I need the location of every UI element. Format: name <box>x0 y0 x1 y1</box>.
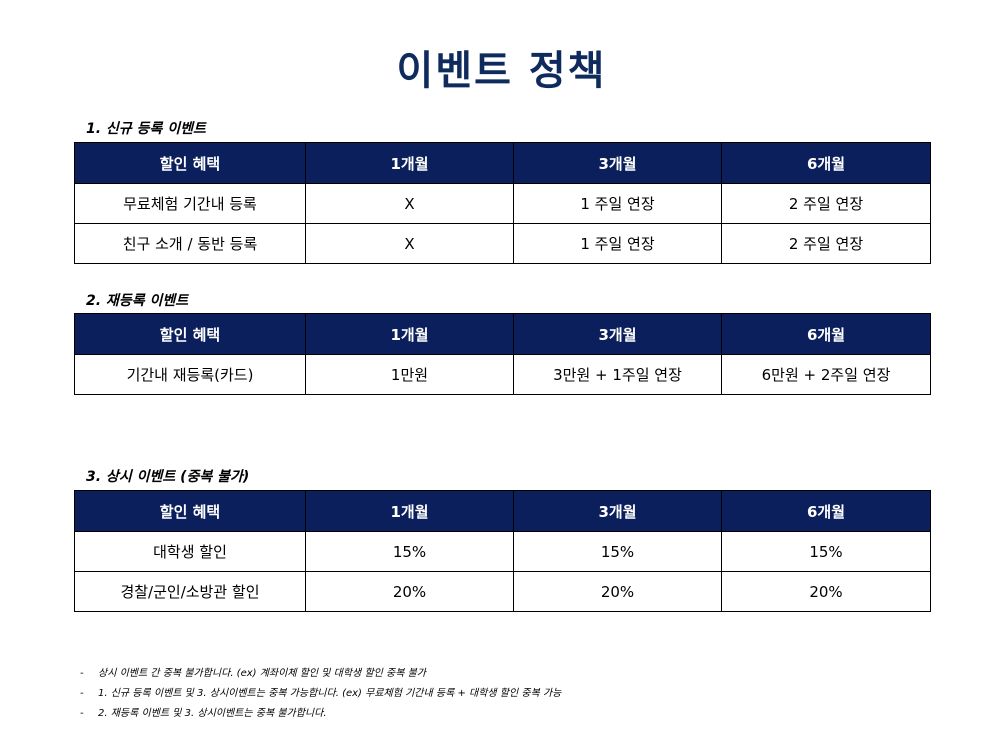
table-cell: 친구 소개 / 동반 등록 <box>74 223 306 264</box>
header-cell: 1개월 <box>305 142 514 184</box>
footnote-item: - 상시 이벤트 간 중복 불가합니다. (ex) 계좌이체 할인 및 대학생 … <box>80 664 561 684</box>
header-cell: 3개월 <box>513 313 722 355</box>
footnote-dash: - <box>80 708 84 719</box>
header-cell: 할인 혜택 <box>74 313 306 355</box>
table-header-row: 할인 혜택 1개월 3개월 6개월 <box>74 490 931 532</box>
header-cell: 1개월 <box>305 313 514 355</box>
table-cell: 1만원 <box>305 354 514 395</box>
footnote-text: 1. 신규 등록 이벤트 및 3. 상시이벤트는 중복 가능합니다. (ex) … <box>98 688 562 699</box>
table-cell: 15% <box>305 531 514 572</box>
header-cell: 6개월 <box>721 490 931 532</box>
section-title-standing-events: 3. 상시 이벤트 (중복 불가) <box>86 469 250 485</box>
re-registration-table: 할인 혜택 1개월 3개월 6개월 기간내 재등록(카드) 1만원 3만원 + … <box>74 313 931 395</box>
table-cell: 20% <box>721 571 931 612</box>
standing-events-table: 할인 혜택 1개월 3개월 6개월 대학생 할인 15% 15% 15% 경찰/… <box>74 490 931 612</box>
table-row: 무료체험 기간내 등록 X 1 주일 연장 2 주일 연장 <box>74 183 931 224</box>
table-cell: 2 주일 연장 <box>721 183 931 224</box>
table-row: 대학생 할인 15% 15% 15% <box>74 531 931 572</box>
footnote-item: - 2. 재등록 이벤트 및 3. 상시이벤트는 중복 불가합니다. <box>80 704 561 724</box>
table-cell: 3만원 + 1주일 연장 <box>513 354 722 395</box>
section-title-new-registration: 1. 신규 등록 이벤트 <box>86 121 206 137</box>
new-registration-table: 할인 혜택 1개월 3개월 6개월 무료체험 기간내 등록 X 1 주일 연장 … <box>74 142 931 264</box>
table-cell: X <box>305 183 514 224</box>
table-cell: 대학생 할인 <box>74 531 306 572</box>
table-cell: 20% <box>513 571 722 612</box>
table-cell: 1 주일 연장 <box>513 223 722 264</box>
table-header-row: 할인 혜택 1개월 3개월 6개월 <box>74 142 931 184</box>
header-cell: 3개월 <box>513 490 722 532</box>
table-cell: 기간내 재등록(카드) <box>74 354 306 395</box>
footnote-item: - 1. 신규 등록 이벤트 및 3. 상시이벤트는 중복 가능합니다. (ex… <box>80 684 561 704</box>
table-cell: 20% <box>305 571 514 612</box>
footnote-text: 상시 이벤트 간 중복 불가합니다. (ex) 계좌이체 할인 및 대학생 할인… <box>98 668 426 679</box>
header-cell: 6개월 <box>721 313 931 355</box>
section-title-re-registration: 2. 재등록 이벤트 <box>86 293 189 309</box>
footnote-dash: - <box>80 688 84 699</box>
table-cell: 15% <box>721 531 931 572</box>
table-cell: X <box>305 223 514 264</box>
header-cell: 할인 혜택 <box>74 490 306 532</box>
table-row: 경찰/군인/소방관 할인 20% 20% 20% <box>74 571 931 612</box>
table-row: 기간내 재등록(카드) 1만원 3만원 + 1주일 연장 6만원 + 2주일 연… <box>74 354 931 395</box>
header-cell: 할인 혜택 <box>74 142 306 184</box>
table-cell: 15% <box>513 531 722 572</box>
footnote-text: 2. 재등록 이벤트 및 3. 상시이벤트는 중복 불가합니다. <box>98 708 327 719</box>
header-cell: 1개월 <box>305 490 514 532</box>
table-cell: 무료체험 기간내 등록 <box>74 183 306 224</box>
header-cell: 3개월 <box>513 142 722 184</box>
page-title: 이벤트 정책 <box>396 48 607 94</box>
footnotes: - 상시 이벤트 간 중복 불가합니다. (ex) 계좌이체 할인 및 대학생 … <box>80 664 561 724</box>
table-row: 친구 소개 / 동반 등록 X 1 주일 연장 2 주일 연장 <box>74 223 931 264</box>
header-cell: 6개월 <box>721 142 931 184</box>
table-cell: 2 주일 연장 <box>721 223 931 264</box>
table-header-row: 할인 혜택 1개월 3개월 6개월 <box>74 313 931 355</box>
table-cell: 6만원 + 2주일 연장 <box>721 354 931 395</box>
table-cell: 1 주일 연장 <box>513 183 722 224</box>
footnote-dash: - <box>80 668 84 679</box>
table-cell: 경찰/군인/소방관 할인 <box>74 571 306 612</box>
